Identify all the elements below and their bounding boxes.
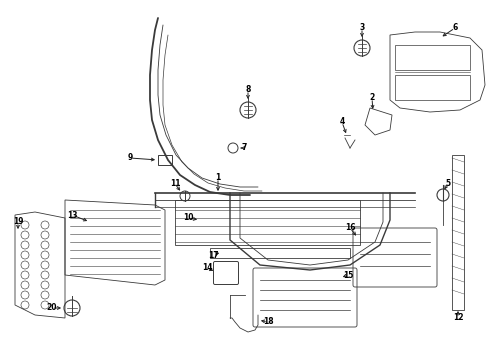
Text: 8: 8 bbox=[245, 85, 251, 94]
Bar bbox=[158, 155, 172, 165]
Text: 6: 6 bbox=[452, 23, 458, 32]
Bar bbox=[452, 155, 464, 310]
Text: 7: 7 bbox=[241, 144, 246, 153]
Text: 20: 20 bbox=[47, 303, 57, 312]
Bar bbox=[175, 200, 360, 245]
Text: 11: 11 bbox=[170, 180, 180, 189]
Text: 12: 12 bbox=[453, 314, 463, 323]
Text: 18: 18 bbox=[263, 318, 273, 327]
Text: 9: 9 bbox=[127, 153, 133, 162]
Text: 2: 2 bbox=[369, 94, 375, 103]
Text: 3: 3 bbox=[359, 23, 365, 32]
Text: 19: 19 bbox=[13, 217, 23, 226]
Text: 17: 17 bbox=[208, 251, 219, 260]
Text: 14: 14 bbox=[202, 264, 212, 273]
Text: 13: 13 bbox=[67, 211, 77, 220]
Text: 5: 5 bbox=[445, 179, 451, 188]
Bar bbox=[395, 45, 470, 70]
Bar bbox=[210, 248, 350, 258]
Text: 15: 15 bbox=[343, 270, 353, 279]
Text: 4: 4 bbox=[340, 117, 344, 126]
Text: 10: 10 bbox=[183, 213, 193, 222]
Text: 16: 16 bbox=[345, 224, 355, 233]
Text: 1: 1 bbox=[216, 174, 220, 183]
Bar bbox=[395, 75, 470, 100]
